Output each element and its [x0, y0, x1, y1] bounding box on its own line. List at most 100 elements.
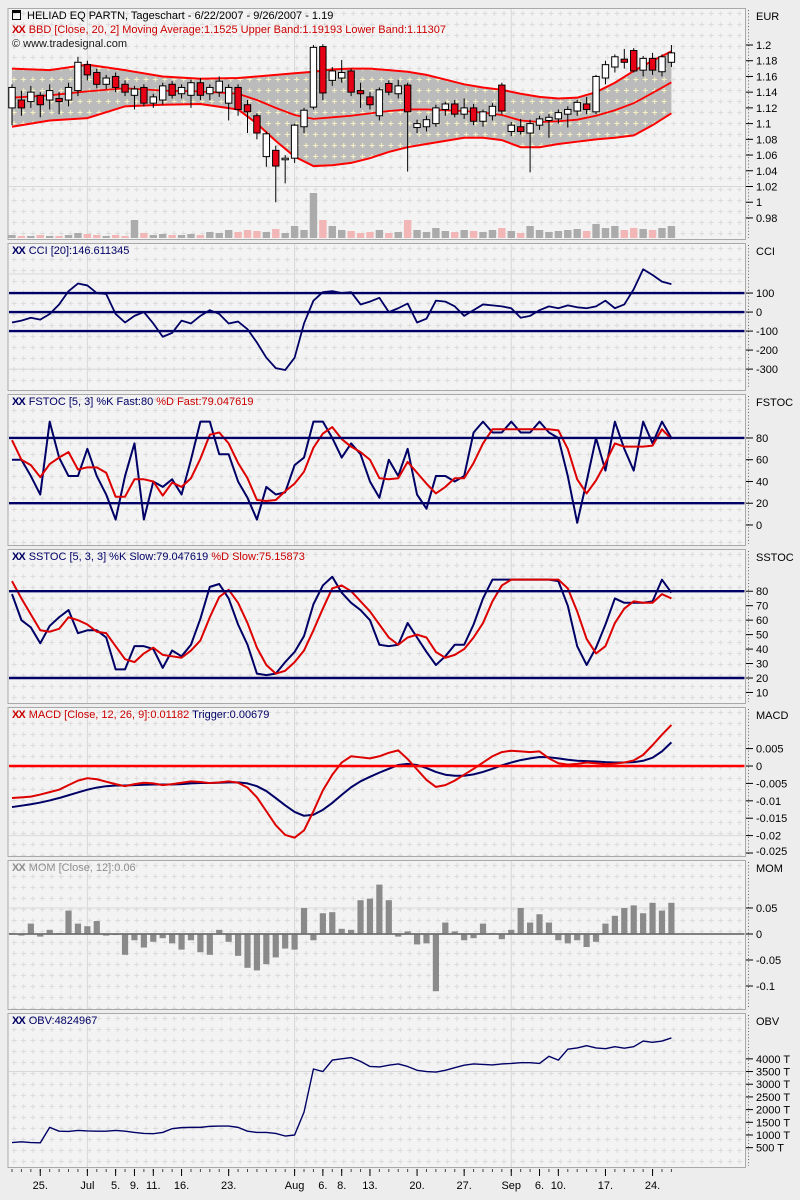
macd-legend-main: MACD [Close, 12, 26, 9]:0.01182 — [28, 709, 193, 721]
svg-text:Jul: Jul — [80, 1180, 94, 1192]
svg-text:3000 T: 3000 T — [756, 1079, 790, 1091]
sstoc-legend-k: SSTOC [5, 3, 3] %K Slow:79.047619 — [28, 551, 212, 563]
fstoc-legend-d: %D Fast:79.047619 — [156, 396, 254, 408]
candles — [8, 44, 676, 203]
svg-text:23.: 23. — [221, 1180, 236, 1192]
sstoc-panel: 80 70 60 50 40 30 20 10 SSTOC XX SSTOC [5, 3, 3] … — [0, 549, 800, 704]
svg-text:60: 60 — [756, 615, 768, 627]
svg-text:0.05: 0.05 — [756, 903, 777, 915]
macd-panel: 0.005 0 -0.005 -0.01 -0.015 -0.02 -0.025 MACD X… — [0, 707, 800, 857]
svg-text:-0.05: -0.05 — [756, 955, 781, 967]
chart-title: HELIAD EQ PARTN, Tageschart - 6/22/2007 … — [27, 10, 334, 22]
formula-icon: XX — [12, 709, 26, 721]
svg-text:13.: 13. — [362, 1180, 377, 1192]
svg-text:20: 20 — [756, 498, 768, 510]
sstoc_k-line — [11, 575, 673, 677]
fstoc-legend-k: FSTOC [5, 3] %K Fast:80 — [28, 396, 157, 408]
svg-text:11.: 11. — [146, 1180, 160, 1192]
macd-legend-trigger: Trigger:0.00679 — [192, 709, 270, 721]
svg-text:1: 1 — [756, 197, 762, 209]
svg-text:0.005: 0.005 — [756, 744, 784, 756]
svg-text:-0.025: -0.025 — [756, 846, 787, 857]
svg-text:-0.005: -0.005 — [756, 778, 787, 790]
svg-text:3500 T: 3500 T — [756, 1067, 790, 1079]
macd-line — [11, 724, 673, 839]
obv-legend-text: OBV:4824967 — [28, 1015, 98, 1027]
fstoc-panel: 80 60 40 20 0 FSTOC XX FSTOC [5, 3] %K Fast:80… — [0, 394, 800, 546]
volume-bars — [8, 193, 676, 238]
formula-icon: XX — [12, 245, 26, 257]
svg-text:5.: 5. — [111, 1180, 120, 1192]
svg-text:17.: 17. — [598, 1180, 613, 1192]
svg-text:-100: -100 — [756, 326, 778, 338]
svg-text:-0.1: -0.1 — [756, 981, 775, 993]
svg-text:10: 10 — [756, 687, 768, 699]
fstoc-legend: XX FSTOC [5, 3] %K Fast:80 %D Fast:79.047… — [12, 396, 254, 408]
svg-text:20: 20 — [756, 673, 768, 685]
price-chart[interactable]: 1.2 1.18 1.16 1.14 1.12 1.1 1.08 1.06 1.04 1.02 1 0… — [0, 8, 800, 240]
svg-text:8.: 8. — [337, 1180, 346, 1192]
fstoc-chart[interactable]: 80 60 40 20 0 FSTOC — [0, 394, 800, 546]
bollinger-lower — [11, 102, 672, 168]
watermark: © www.tradesignal.com — [12, 38, 128, 50]
macd-legend: XX MACD [Close, 12, 26, 9]:0.01182 Trigge… — [12, 709, 269, 721]
momentum-bars — [8, 884, 675, 992]
svg-text:2500 T: 2500 T — [756, 1092, 790, 1104]
svg-text:80: 80 — [756, 433, 768, 445]
svg-text:0: 0 — [756, 520, 762, 532]
sstoc-chart[interactable]: 80 70 60 50 40 30 20 10 SSTOC — [0, 549, 800, 704]
svg-text:0: 0 — [756, 929, 762, 941]
bollinger-upper — [11, 50, 672, 100]
svg-text:-0.02: -0.02 — [756, 831, 781, 843]
fstoc_k-line — [12, 420, 673, 524]
svg-text:9.: 9. — [130, 1180, 139, 1192]
svg-text:1.08: 1.08 — [756, 134, 777, 146]
svg-text:4000 T: 4000 T — [756, 1054, 790, 1066]
cci-chart[interactable]: 100 0 -100 -200 -300 CCI — [0, 243, 800, 391]
svg-text:50: 50 — [756, 630, 768, 642]
svg-text:27.: 27. — [457, 1180, 472, 1192]
svg-text:0: 0 — [756, 761, 762, 773]
svg-text:40: 40 — [756, 644, 768, 656]
sstoc_d-line — [11, 578, 672, 675]
mom-legend: XX MOM [Close, 12]:0.06 — [12, 862, 136, 874]
sstoc-legend-d: %D Slow:75.15873 — [211, 551, 305, 563]
svg-text:1.2: 1.2 — [756, 40, 771, 52]
macd-chart[interactable]: 0.005 0 -0.005 -0.01 -0.015 -0.02 -0.025 MACD — [0, 707, 800, 857]
svg-text:EUR: EUR — [756, 11, 779, 23]
mom-panel: 0.05 0 -0.05 -0.1 MOM XX MOM [Close, 12]:0.06 — [0, 860, 800, 1010]
svg-text:-0.015: -0.015 — [756, 813, 787, 825]
svg-text:-300: -300 — [756, 364, 778, 376]
time-axis-ticks[interactable]: 25. Jul 5. 9. 11. 16. 23. Aug 6. 8. 13. 20. 27. Sep 6.… — [0, 1168, 800, 1200]
bbd-legend: XX BBD [Close, 20, 2] Moving Average:1.15… — [12, 24, 446, 36]
price-panel: 1.2 1.18 1.16 1.14 1.12 1.1 1.08 1.06 1.04 1.02 1 0… — [0, 8, 800, 240]
svg-text:1.18: 1.18 — [756, 56, 777, 68]
time-axis: 25. Jul 5. 9. 11. 16. 23. Aug 6. 8. 13. 20. 27. Sep 6.… — [0, 1168, 800, 1200]
formula-icon: XX — [12, 862, 26, 874]
svg-text:1.16: 1.16 — [756, 71, 777, 83]
formula-icon: XX — [12, 551, 26, 563]
svg-text:OBV: OBV — [756, 1016, 780, 1028]
sstoc-legend: XX SSTOC [5, 3, 3] %K Slow:79.047619 %D S… — [12, 551, 305, 563]
obv-legend: XX OBV:4824967 — [12, 1015, 97, 1027]
svg-text:6.: 6. — [535, 1180, 544, 1192]
formula-icon: XX — [12, 24, 26, 36]
svg-text:10.: 10. — [551, 1180, 566, 1192]
svg-text:30: 30 — [756, 659, 768, 671]
svg-text:40: 40 — [756, 476, 768, 488]
svg-text:1000 T: 1000 T — [756, 1130, 790, 1142]
svg-text:1500 T: 1500 T — [756, 1117, 790, 1129]
cci-panel: 100 0 -100 -200 -300 CCI XX CCI [20]:146.61134… — [0, 243, 800, 391]
mom-chart[interactable]: 0.05 0 -0.05 -0.1 MOM — [0, 860, 800, 1010]
svg-text:16.: 16. — [174, 1180, 189, 1192]
svg-text:6.: 6. — [318, 1180, 327, 1192]
svg-text:Aug: Aug — [285, 1180, 305, 1192]
svg-text:0: 0 — [756, 307, 762, 319]
svg-text:1.06: 1.06 — [756, 150, 777, 162]
formula-icon: XX — [12, 1015, 26, 1027]
bbd-legend-text: BBD [Close, 20, 2] Moving Average:1.1525… — [28, 24, 446, 36]
cci-legend: XX CCI [20]:146.611345 — [12, 245, 129, 257]
svg-text:1.14: 1.14 — [756, 87, 777, 99]
